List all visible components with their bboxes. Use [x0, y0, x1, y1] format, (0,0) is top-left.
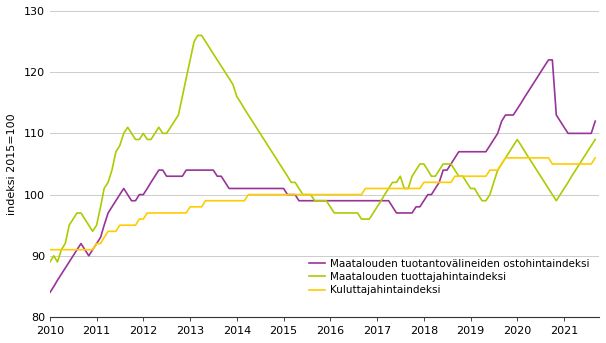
- Line: Maatalouden tuotantovälineiden ostohintaindeksi: Maatalouden tuotantovälineiden ostohinta…: [50, 60, 595, 293]
- Y-axis label: indeksi 2015=100: indeksi 2015=100: [7, 113, 17, 215]
- Line: Maatalouden tuottajahintaindeksi: Maatalouden tuottajahintaindeksi: [50, 35, 595, 262]
- Legend: Maatalouden tuotantovälineiden ostohintaindeksi, Maatalouden tuottajahintaindeks: Maatalouden tuotantovälineiden ostohinta…: [305, 255, 594, 299]
- Line: Kuluttajahintaindeksi: Kuluttajahintaindeksi: [50, 158, 595, 250]
